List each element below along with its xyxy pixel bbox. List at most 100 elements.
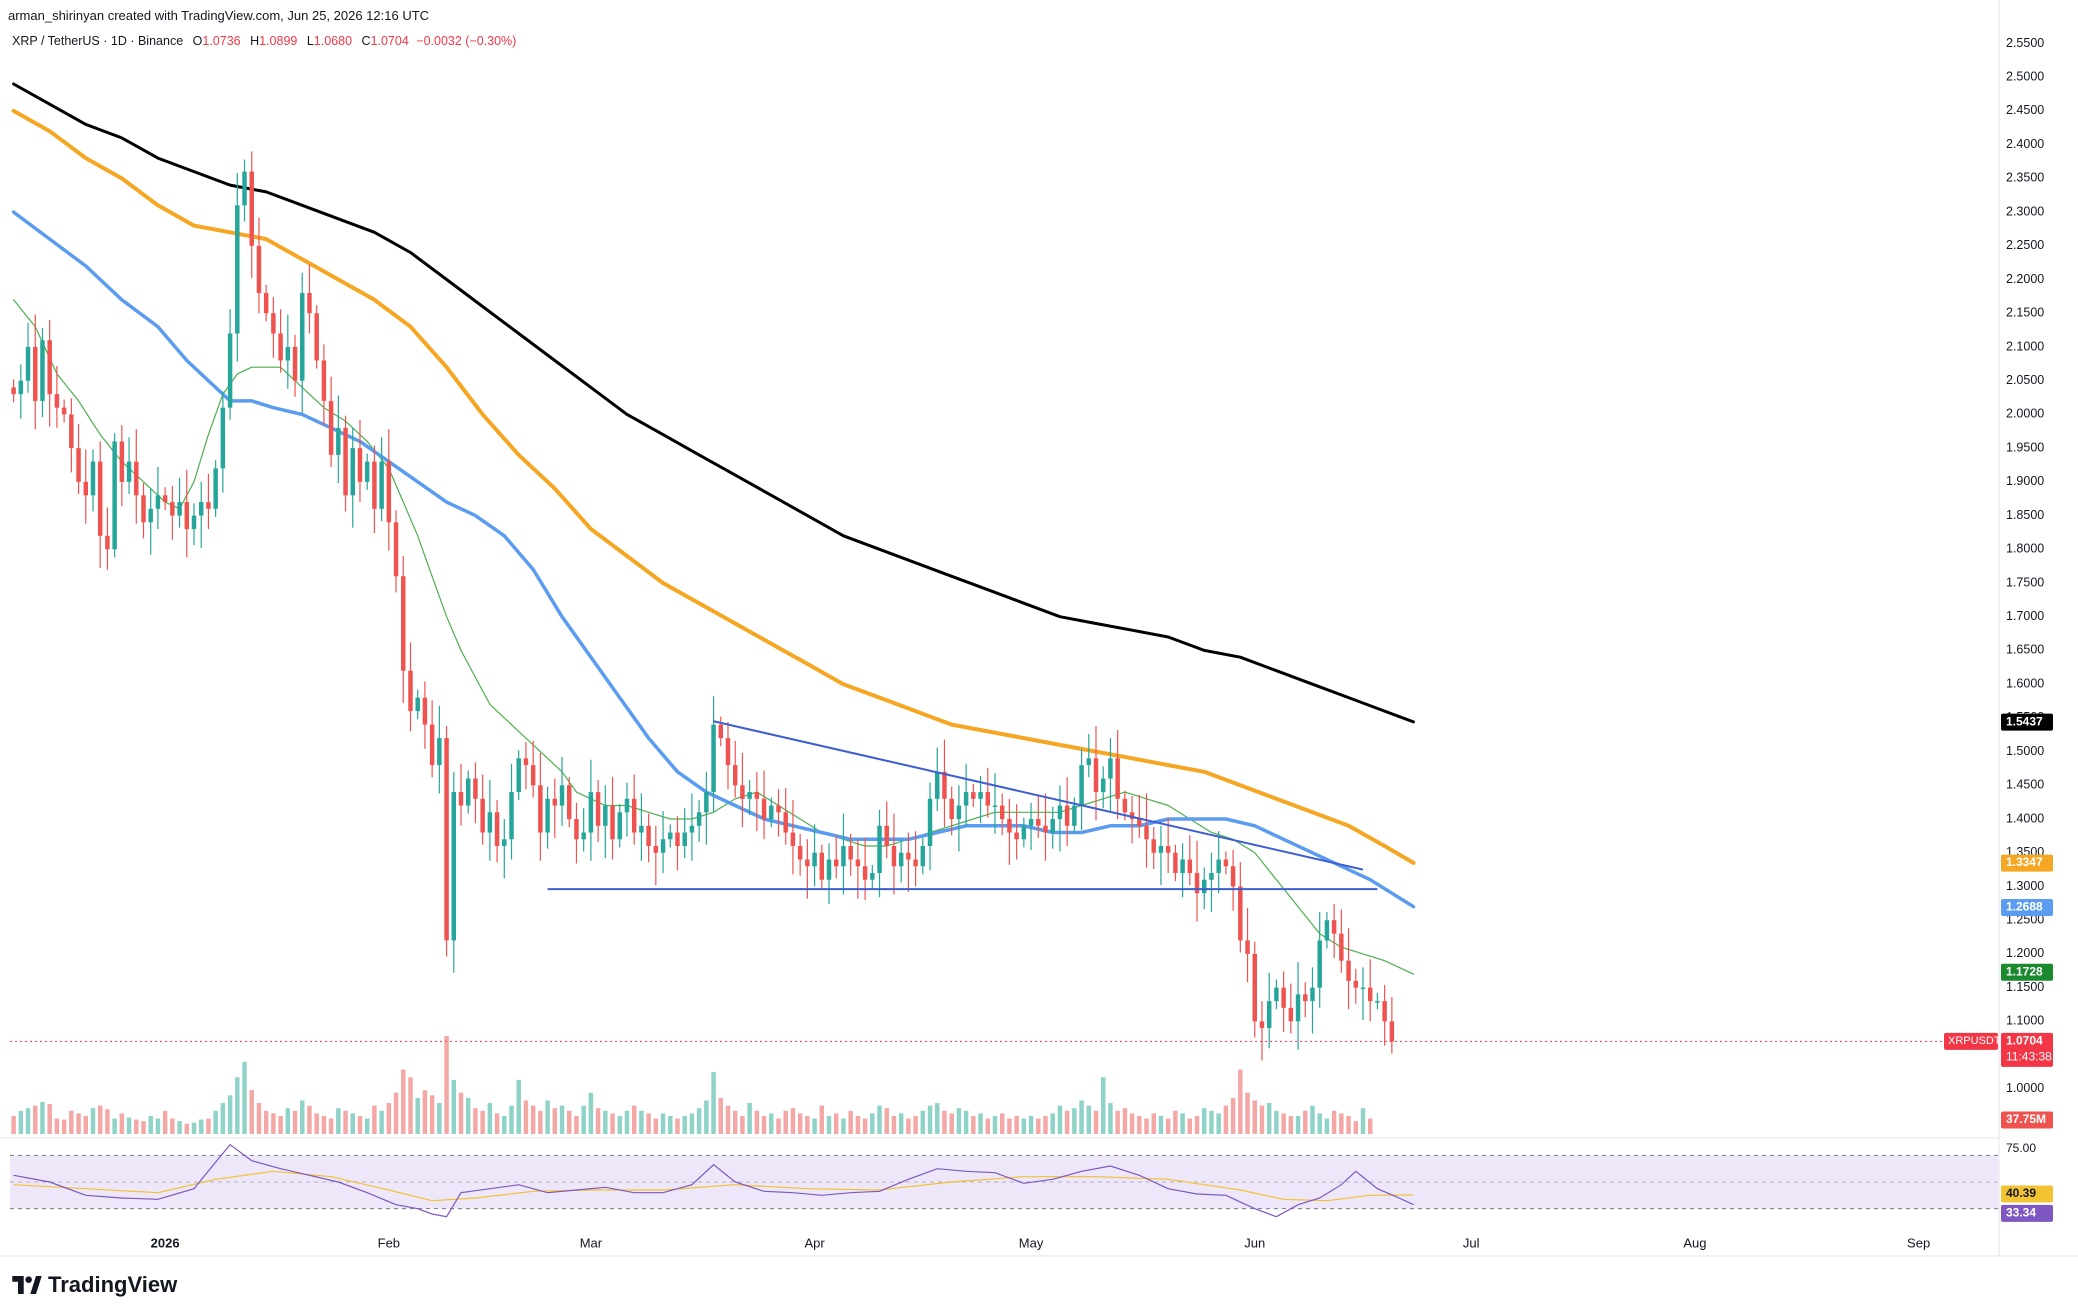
candle-body[interactable]: [451, 792, 457, 941]
candle-body[interactable]: [1389, 1021, 1395, 1042]
candle-body[interactable]: [162, 495, 168, 503]
candle-body[interactable]: [321, 360, 327, 401]
candle-body[interactable]: [1382, 1001, 1387, 1022]
candle-body[interactable]: [559, 785, 565, 806]
candle-body[interactable]: [732, 765, 738, 786]
candle-body[interactable]: [1209, 872, 1214, 880]
candle-body[interactable]: [696, 812, 702, 826]
candle-body[interactable]: [1079, 765, 1084, 806]
candle-body[interactable]: [1216, 859, 1221, 873]
candle-body[interactable]: [328, 400, 334, 455]
candle-body[interactable]: [963, 792, 969, 806]
candle-body[interactable]: [891, 846, 897, 867]
candle-body[interactable]: [1230, 866, 1236, 887]
candle-body[interactable]: [971, 792, 976, 799]
candle-body[interactable]: [437, 738, 442, 766]
candle-body[interactable]: [1353, 980, 1359, 988]
candle-body[interactable]: [725, 738, 731, 766]
candle-body[interactable]: [444, 738, 449, 941]
candle-body[interactable]: [1122, 798, 1128, 813]
candle-body[interactable]: [25, 346, 31, 381]
candle-body[interactable]: [170, 502, 175, 516]
candle-body[interactable]: [870, 872, 875, 880]
candle-body[interactable]: [545, 798, 550, 833]
candle-body[interactable]: [574, 819, 579, 840]
candle-body[interactable]: [292, 346, 298, 381]
candle-body[interactable]: [458, 792, 464, 806]
candle-body[interactable]: [1367, 987, 1373, 1002]
candle-body[interactable]: [364, 461, 370, 482]
candle-body[interactable]: [1100, 778, 1106, 793]
candle-body[interactable]: [76, 448, 81, 482]
candle-body[interactable]: [372, 461, 377, 509]
candle-body[interactable]: [1144, 825, 1149, 840]
candle-body[interactable]: [949, 798, 954, 820]
candle-body[interactable]: [487, 812, 493, 833]
candle-body[interactable]: [1303, 994, 1308, 1002]
candle-body[interactable]: [660, 839, 666, 853]
candle-body[interactable]: [1187, 859, 1193, 873]
candle-body[interactable]: [1028, 819, 1034, 826]
candle-body[interactable]: [769, 805, 774, 820]
candle-body[interactable]: [877, 825, 882, 873]
candle-body[interactable]: [1331, 920, 1337, 934]
candle-body[interactable]: [1223, 859, 1229, 867]
candle-body[interactable]: [480, 798, 485, 833]
candle-body[interactable]: [711, 724, 716, 793]
candle-body[interactable]: [1310, 987, 1315, 1002]
candle-body[interactable]: [278, 333, 283, 361]
candle-body[interactable]: [567, 785, 572, 820]
candle-body[interactable]: [826, 859, 832, 880]
candle-body[interactable]: [415, 697, 420, 712]
candle-body[interactable]: [300, 293, 305, 381]
candle-body[interactable]: [653, 846, 659, 853]
candle-body[interactable]: [530, 765, 536, 786]
candle-body[interactable]: [494, 812, 500, 847]
candle-body[interactable]: [1021, 825, 1027, 840]
candle-body[interactable]: [935, 771, 940, 799]
candle-body[interactable]: [790, 832, 796, 847]
candle-body[interactable]: [112, 441, 117, 550]
trendline[interactable]: [713, 720, 1364, 871]
candle-body[interactable]: [1202, 879, 1207, 894]
candle-body[interactable]: [610, 805, 615, 840]
candle-body[interactable]: [581, 832, 586, 840]
candle-body[interactable]: [1245, 940, 1250, 954]
candle-body[interactable]: [1129, 812, 1135, 820]
candle-body[interactable]: [1115, 758, 1120, 799]
candle-body[interactable]: [668, 832, 673, 840]
candle-body[interactable]: [646, 825, 651, 847]
candle-body[interactable]: [631, 798, 637, 833]
tradingview-brand[interactable]: TradingView: [12, 1272, 177, 1298]
candle-body[interactable]: [1281, 987, 1286, 1008]
candle-body[interactable]: [90, 461, 96, 496]
candle-body[interactable]: [148, 508, 153, 523]
candle-body[interactable]: [639, 825, 644, 833]
candle-body[interactable]: [393, 522, 399, 577]
candle-body[interactable]: [235, 205, 240, 334]
candle-body[interactable]: [819, 852, 825, 880]
candle-body[interactable]: [227, 333, 233, 408]
candle-body[interactable]: [805, 859, 810, 867]
candle-body[interactable]: [603, 805, 608, 826]
candle-body[interactable]: [54, 394, 60, 408]
candle-body[interactable]: [40, 340, 45, 401]
candle-body[interactable]: [797, 846, 803, 860]
candle-body[interactable]: [1194, 872, 1200, 894]
candle-body[interactable]: [906, 852, 911, 860]
candle-body[interactable]: [1259, 1021, 1265, 1029]
candle-body[interactable]: [833, 859, 839, 867]
candle-body[interactable]: [617, 812, 622, 840]
candle-body[interactable]: [1339, 933, 1344, 961]
candle-body[interactable]: [11, 387, 16, 395]
candle-body[interactable]: [502, 839, 507, 847]
candle-body[interactable]: [1165, 846, 1171, 853]
candle-body[interactable]: [978, 792, 983, 799]
candle-body[interactable]: [718, 724, 724, 739]
candle-body[interactable]: [740, 785, 745, 799]
candle-body[interactable]: [357, 448, 363, 482]
candle-body[interactable]: [47, 340, 52, 395]
candle-body[interactable]: [884, 825, 889, 847]
candle-body[interactable]: [1317, 940, 1322, 988]
candle-body[interactable]: [1288, 1007, 1294, 1022]
